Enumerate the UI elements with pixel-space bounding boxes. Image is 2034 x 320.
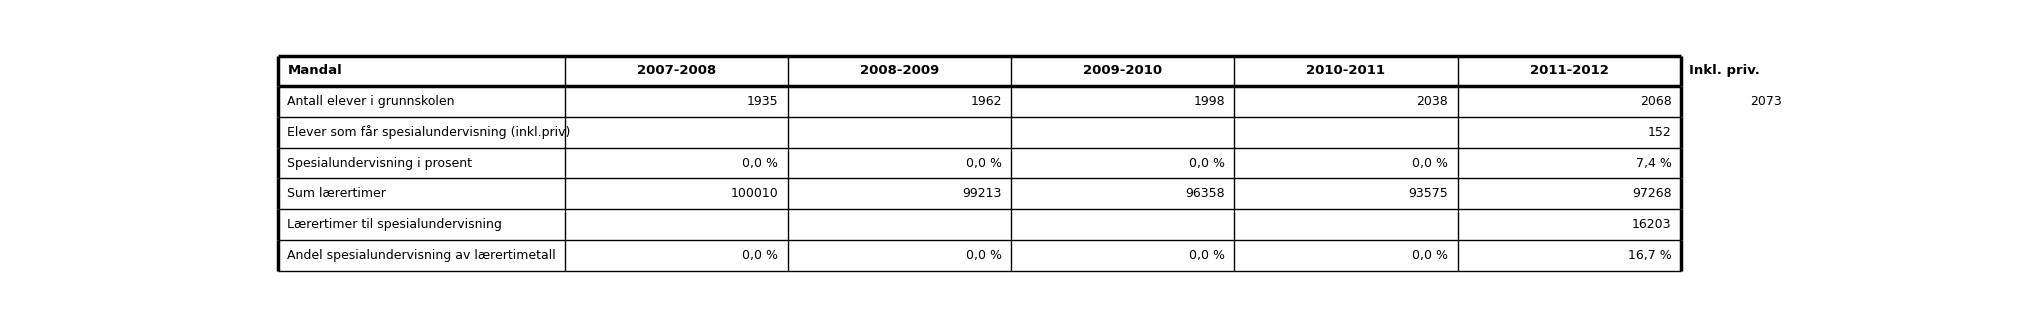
Text: 1962: 1962	[970, 95, 1001, 108]
Text: Elever som får spesialundervisning (inkl.priv): Elever som får spesialundervisning (inkl…	[287, 125, 572, 140]
Text: 99213: 99213	[962, 187, 1001, 200]
Text: Sum lærertimer: Sum lærertimer	[287, 187, 386, 200]
Text: Antall elever i grunnskolen: Antall elever i grunnskolen	[287, 95, 456, 108]
Text: 1998: 1998	[1194, 95, 1224, 108]
Text: 0,0 %: 0,0 %	[1190, 249, 1224, 262]
Text: 96358: 96358	[1186, 187, 1224, 200]
Text: 0,0 %: 0,0 %	[1412, 156, 1448, 170]
Text: 16,7 %: 16,7 %	[1627, 249, 1672, 262]
Text: 2073: 2073	[1749, 95, 1782, 108]
Text: 93575: 93575	[1408, 187, 1448, 200]
Text: 2068: 2068	[1639, 95, 1672, 108]
Text: Mandal: Mandal	[287, 65, 342, 77]
Text: 2038: 2038	[1416, 95, 1448, 108]
Text: 100010: 100010	[730, 187, 779, 200]
Text: 0,0 %: 0,0 %	[742, 156, 779, 170]
Text: 2008-2009: 2008-2009	[860, 65, 940, 77]
Text: 0,0 %: 0,0 %	[966, 249, 1001, 262]
Text: 152: 152	[1648, 126, 1672, 139]
Text: Spesialundervisning i prosent: Spesialundervisning i prosent	[287, 156, 472, 170]
Text: 1935: 1935	[746, 95, 779, 108]
Text: 0,0 %: 0,0 %	[966, 156, 1001, 170]
Text: 2011-2012: 2011-2012	[1530, 65, 1609, 77]
Text: Lærertimer til spesialundervisning: Lærertimer til spesialundervisning	[287, 218, 502, 231]
Text: 0,0 %: 0,0 %	[1412, 249, 1448, 262]
Text: 2007-2008: 2007-2008	[637, 65, 716, 77]
Text: 2009-2010: 2009-2010	[1084, 65, 1161, 77]
Text: Inkl. priv.: Inkl. priv.	[1688, 65, 1759, 77]
Text: 0,0 %: 0,0 %	[1190, 156, 1224, 170]
Text: Andel spesialundervisning av lærertimetall: Andel spesialundervisning av lærertimeta…	[287, 249, 555, 262]
Text: 16203: 16203	[1631, 218, 1672, 231]
Text: 0,0 %: 0,0 %	[742, 249, 779, 262]
Text: 97268: 97268	[1631, 187, 1672, 200]
Text: 2010-2011: 2010-2011	[1306, 65, 1385, 77]
Text: 7,4 %: 7,4 %	[1635, 156, 1672, 170]
